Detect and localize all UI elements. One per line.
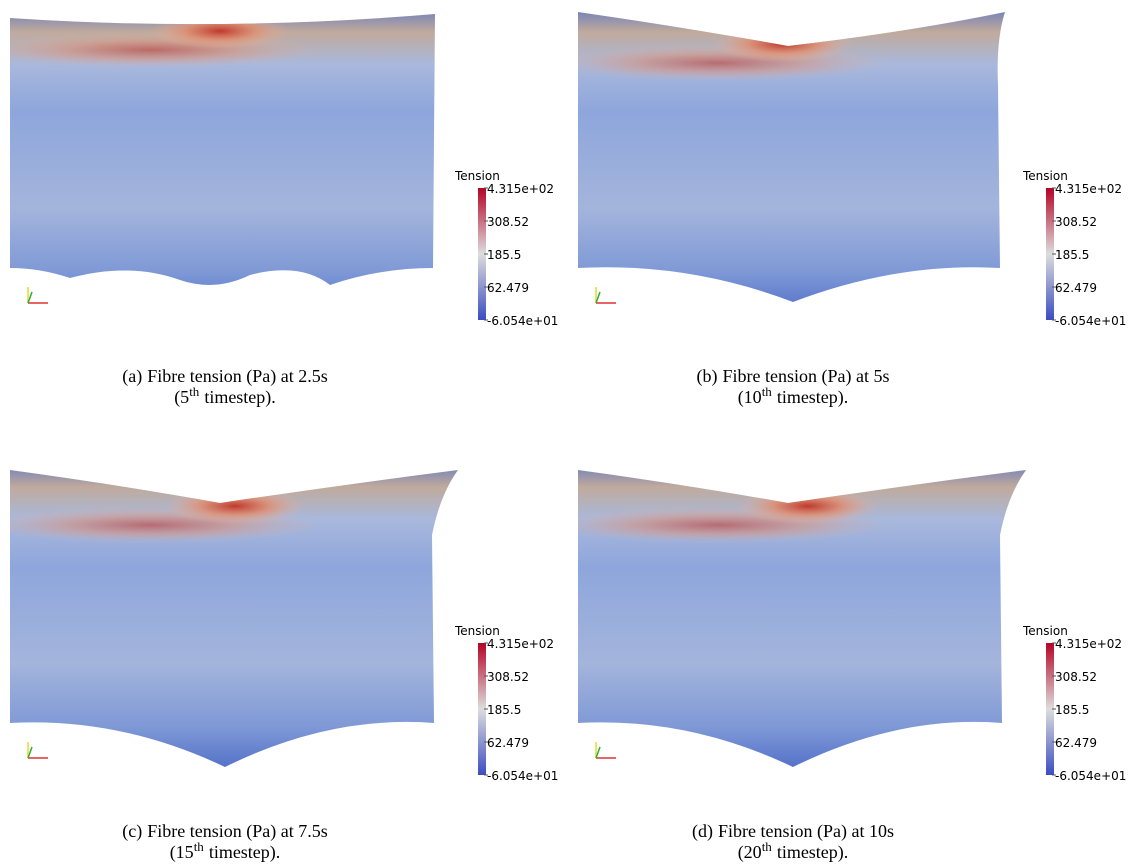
colorbar-label: 4.315e+02 <box>1055 637 1122 651</box>
colorbar-label: -6.054e+01 <box>1055 314 1126 328</box>
step-sup: th <box>189 384 200 399</box>
colorbar-label: 308.52 <box>487 670 529 684</box>
triad-axis <box>27 291 33 304</box>
colorbar-title: Tension <box>1022 624 1068 638</box>
tension-render <box>578 12 1005 302</box>
triad-axis <box>595 746 601 759</box>
step-sup: th <box>762 384 773 399</box>
colorbar <box>478 188 486 320</box>
colorbar-label: 185.5 <box>1055 248 1089 262</box>
caption: (d) Fibre tension (Pa) at 10s <box>692 821 894 842</box>
colorbar-label: 308.52 <box>1055 670 1097 684</box>
step-rest: timestep). <box>777 842 848 863</box>
colorbar-label: -6.054e+01 <box>487 769 558 783</box>
colorbar-label: -6.054e+01 <box>1055 769 1126 783</box>
step: (20 <box>738 842 762 863</box>
caption-text: Fibre tension (Pa) at 2.5s <box>147 366 327 387</box>
colorbar-title: Tension <box>454 169 500 183</box>
colorbar-label: 4.315e+02 <box>487 637 554 651</box>
tension-render <box>10 470 458 767</box>
caption-text: Fibre tension (Pa) at 5s <box>723 366 890 387</box>
caption-label: (c) <box>122 821 142 842</box>
colorbar-label: 308.52 <box>1055 215 1097 229</box>
hot-spot <box>165 488 305 524</box>
step: (10 <box>738 387 762 408</box>
colorbar-label: 4.315e+02 <box>487 182 554 196</box>
caption: (b) Fibre tension (Pa) at 5s <box>697 366 890 387</box>
colorbar-label: 185.5 <box>487 703 521 717</box>
colorbar-label: 62.479 <box>487 736 529 750</box>
step-rest: timestep). <box>777 387 848 408</box>
colorbar-title: Tension <box>1022 169 1068 183</box>
caption-text: Fibre tension (Pa) at 7.5s <box>147 821 327 842</box>
caption-label: (b) <box>697 366 718 387</box>
colorbar <box>478 643 486 775</box>
tension-render <box>578 470 1026 767</box>
colorbar-label: -6.054e+01 <box>487 314 558 328</box>
step-sup: th <box>194 839 205 854</box>
hot-spot <box>713 26 853 62</box>
colorbar-label: 185.5 <box>487 248 521 262</box>
step-sup: th <box>762 839 773 854</box>
caption-step: (5th timestep). <box>174 384 276 408</box>
colorbar-label: 4.315e+02 <box>1055 182 1122 196</box>
caption-step: (15th timestep). <box>170 839 281 863</box>
colorbar-title: Tension <box>454 624 500 638</box>
colorbar-label: 308.52 <box>487 215 529 229</box>
caption: (c) Fibre tension (Pa) at 7.5s <box>122 821 327 842</box>
caption-label: (d) <box>692 821 713 842</box>
caption: (a) Fibre tension (Pa) at 2.5s <box>122 366 327 387</box>
caption-step: (10th timestep). <box>738 384 849 408</box>
colorbar-label: 62.479 <box>1055 281 1097 295</box>
step: (5 <box>174 387 189 408</box>
step-rest: timestep). <box>204 387 275 408</box>
caption-step: (20th timestep). <box>738 839 849 863</box>
colorbar <box>1046 643 1054 775</box>
colorbar-label: 185.5 <box>1055 703 1089 717</box>
step-rest: timestep). <box>209 842 280 863</box>
triad-axis <box>595 291 601 304</box>
hot-spot <box>150 14 290 49</box>
colorbar-label: 62.479 <box>487 281 529 295</box>
hot-spot <box>738 488 878 524</box>
caption-text: Fibre tension (Pa) at 10s <box>718 821 894 842</box>
colorbar <box>1046 188 1054 320</box>
caption-label: (a) <box>122 366 142 387</box>
step: (15 <box>170 842 194 863</box>
triad-axis <box>27 746 33 759</box>
tension-render <box>10 14 435 285</box>
colorbar-label: 62.479 <box>1055 736 1097 750</box>
